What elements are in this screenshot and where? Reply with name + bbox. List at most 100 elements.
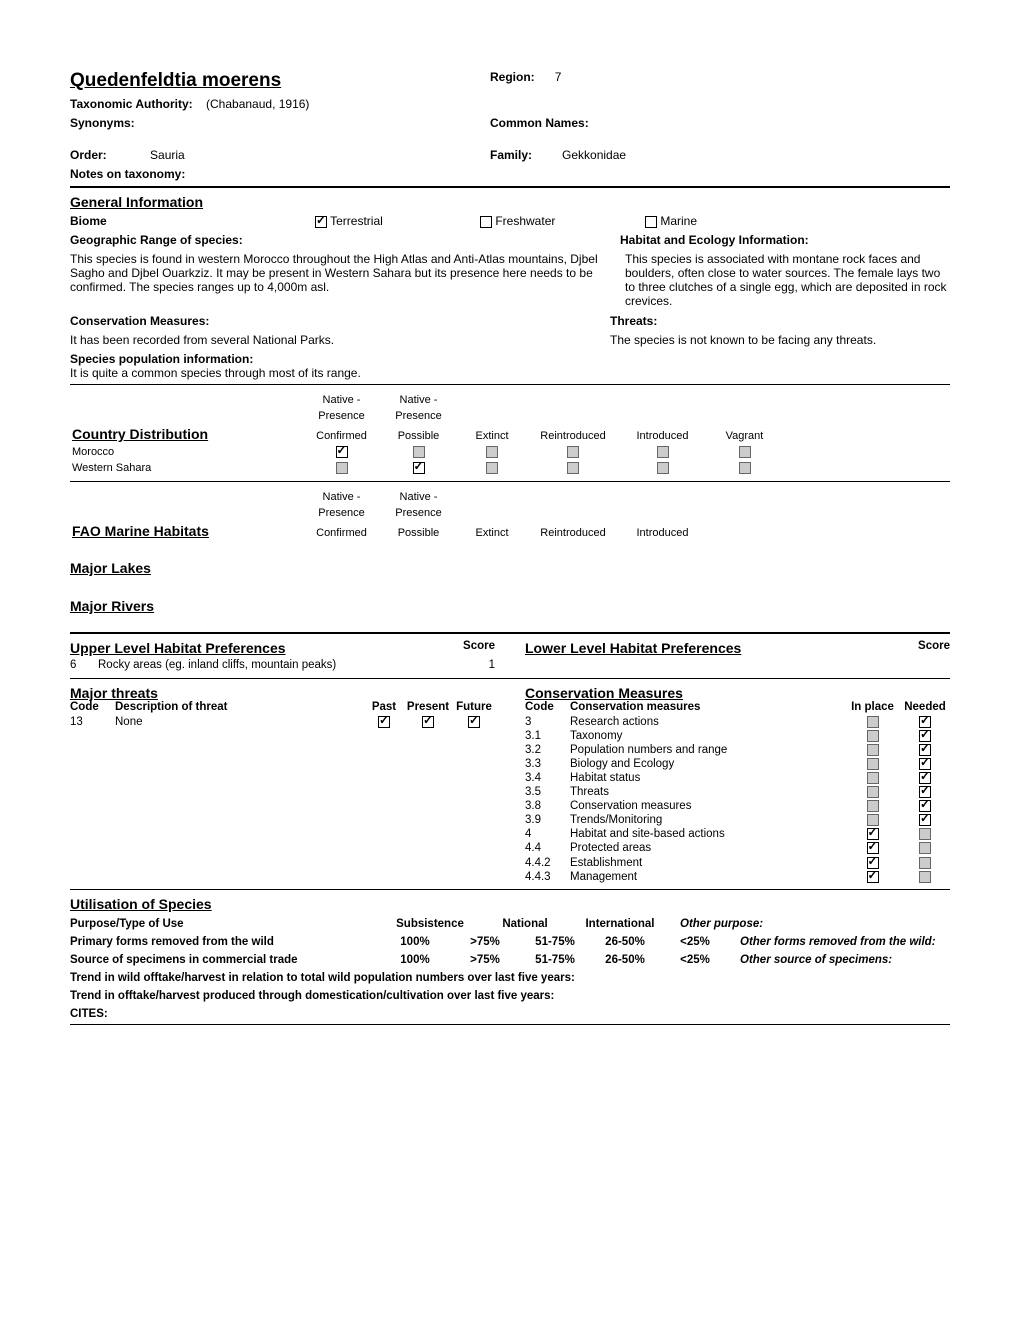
threat-code: 13 xyxy=(70,716,115,728)
checkbox-icon xyxy=(867,871,879,883)
rivers-heading: Major Rivers xyxy=(70,598,950,614)
geo-habitat-labels: Geographic Range of species: Habitat and… xyxy=(70,233,950,247)
source-other: Other source of specimens: xyxy=(730,954,950,966)
needed-label: Needed xyxy=(900,701,950,713)
col-head: Introduced xyxy=(620,425,705,443)
cons-desc: Habitat and site-based actions xyxy=(570,828,845,840)
checkbox-icon xyxy=(657,462,669,474)
col-head: Extinct xyxy=(458,425,526,443)
cons-threat-labels: Conservation Measures: Threats: xyxy=(70,314,950,328)
cons-row: 4.4 Protected areas xyxy=(525,842,950,854)
col-head: Presence xyxy=(381,506,456,520)
divider xyxy=(70,384,950,385)
threats-label: Threats: xyxy=(610,314,657,328)
pop-text: It is quite a common species through mos… xyxy=(70,366,950,380)
checkbox-icon xyxy=(486,446,498,458)
cons-desc: Threats xyxy=(570,786,845,798)
util-col: <25% xyxy=(660,936,730,948)
region-label: Region: xyxy=(490,70,535,84)
country-dist-table: Native - Native - Presence Presence Coun… xyxy=(70,391,950,477)
geo-label: Geographic Range of species: xyxy=(70,233,490,247)
checkbox-icon xyxy=(422,716,434,728)
inplace-label: In place xyxy=(845,701,900,713)
checkbox-icon xyxy=(867,758,879,770)
checkbox-icon xyxy=(919,814,931,826)
checkbox-icon xyxy=(867,800,879,812)
checkbox-icon xyxy=(919,828,931,840)
util-col: 26-50% xyxy=(590,936,660,948)
cons-label: Conservation Measures: xyxy=(70,314,610,328)
cons-code: 4 xyxy=(525,828,570,840)
lower-hab-heading: Lower Level Habitat Preferences xyxy=(525,640,741,656)
threats-cons-block: Major threats Code Description of threat… xyxy=(70,685,950,884)
habitat-label: Habitat and Ecology Information: xyxy=(490,233,950,247)
cons-code: 3 xyxy=(525,716,570,728)
cons-row: 3.4 Habitat status xyxy=(525,772,950,784)
cons-row: 3.3 Biology and Ecology xyxy=(525,758,950,770)
source-label: Source of specimens in commercial trade xyxy=(70,954,380,966)
cons-code: 3.4 xyxy=(525,772,570,784)
divider xyxy=(70,481,950,482)
cons-row: 4.4.3 Management xyxy=(525,871,950,883)
checkbox-icon xyxy=(867,857,879,869)
util-col: >75% xyxy=(450,954,520,966)
checkbox-icon xyxy=(413,462,425,474)
util-source-row: Source of specimens in commercial trade … xyxy=(70,954,950,966)
util-col: 26-50% xyxy=(590,954,660,966)
fao-heading: FAO Marine Habitats xyxy=(72,523,209,539)
purpose-other: Other purpose: xyxy=(670,918,950,930)
hab-code: 6 xyxy=(70,659,98,671)
threats-heading: Major threats xyxy=(70,685,495,701)
threat-desc: None xyxy=(115,716,365,728)
divider xyxy=(70,1024,950,1025)
species-name: Quedenfeldtia moerens xyxy=(70,70,490,92)
checkbox-icon xyxy=(657,446,669,458)
col-head: Presence xyxy=(381,409,456,423)
checkbox-icon xyxy=(486,462,498,474)
cons-code: 3.5 xyxy=(525,786,570,798)
util-col: National xyxy=(480,918,570,930)
primary-other: Other forms removed from the wild: xyxy=(730,936,950,948)
cons-desc: Taxonomy xyxy=(570,730,845,742)
country-name: Western Sahara xyxy=(72,461,302,475)
cons-desc: Management xyxy=(570,871,845,883)
checkbox-icon xyxy=(739,446,751,458)
header-block: Quedenfeldtia moerens Region: 7 xyxy=(70,70,950,92)
cons-code: 4.4.2 xyxy=(525,857,570,869)
col-head: Reintroduced xyxy=(528,425,618,443)
divider xyxy=(70,889,950,890)
country-name: Morocco xyxy=(72,445,302,459)
checkbox-icon xyxy=(867,744,879,756)
util-primary-row: Primary forms removed from the wild 100%… xyxy=(70,936,950,948)
util-purpose-row: Purpose/Type of Use Subsistence National… xyxy=(70,918,950,930)
region-value: 7 xyxy=(555,70,562,84)
cons-desc: Protected areas xyxy=(570,842,845,854)
geo-habitat-text: This species is found in western Morocco… xyxy=(70,252,950,308)
hab-score: 1 xyxy=(445,659,495,671)
tax-auth-label: Taxonomic Authority: xyxy=(70,97,193,111)
desc-label: Conservation measures xyxy=(570,701,845,713)
upper-hab-heading: Upper Level Habitat Preferences xyxy=(70,640,286,656)
trend2: Trend in offtake/harvest produced throug… xyxy=(70,990,950,1002)
threat-row: 13 None xyxy=(70,716,495,728)
habitat-text: This species is associated with montane … xyxy=(625,252,950,308)
checkbox-icon xyxy=(336,446,348,458)
past-label: Past xyxy=(365,701,403,713)
cons-row: 3.5 Threats xyxy=(525,786,950,798)
util-col: 51-75% xyxy=(520,954,590,966)
checkbox-icon xyxy=(867,772,879,784)
cons-row: 3.1 Taxonomy xyxy=(525,730,950,742)
marine-label: Marine xyxy=(660,214,697,228)
checkbox-icon xyxy=(919,842,931,854)
cons-code: 3.2 xyxy=(525,744,570,756)
checkbox-icon xyxy=(867,730,879,742)
checkbox-icon xyxy=(867,842,879,854)
cons-heading: Conservation Measures xyxy=(525,685,950,701)
biome-row: Biome Terrestrial Freshwater Marine xyxy=(70,214,950,228)
checkbox-icon xyxy=(567,446,579,458)
divider xyxy=(70,632,950,634)
family-label: Family: xyxy=(490,148,532,162)
col-head: Introduced xyxy=(620,522,705,540)
hab-desc: Rocky areas (eg. inland cliffs, mountain… xyxy=(98,659,445,671)
cons-row: 4.4.2 Establishment xyxy=(525,857,950,869)
